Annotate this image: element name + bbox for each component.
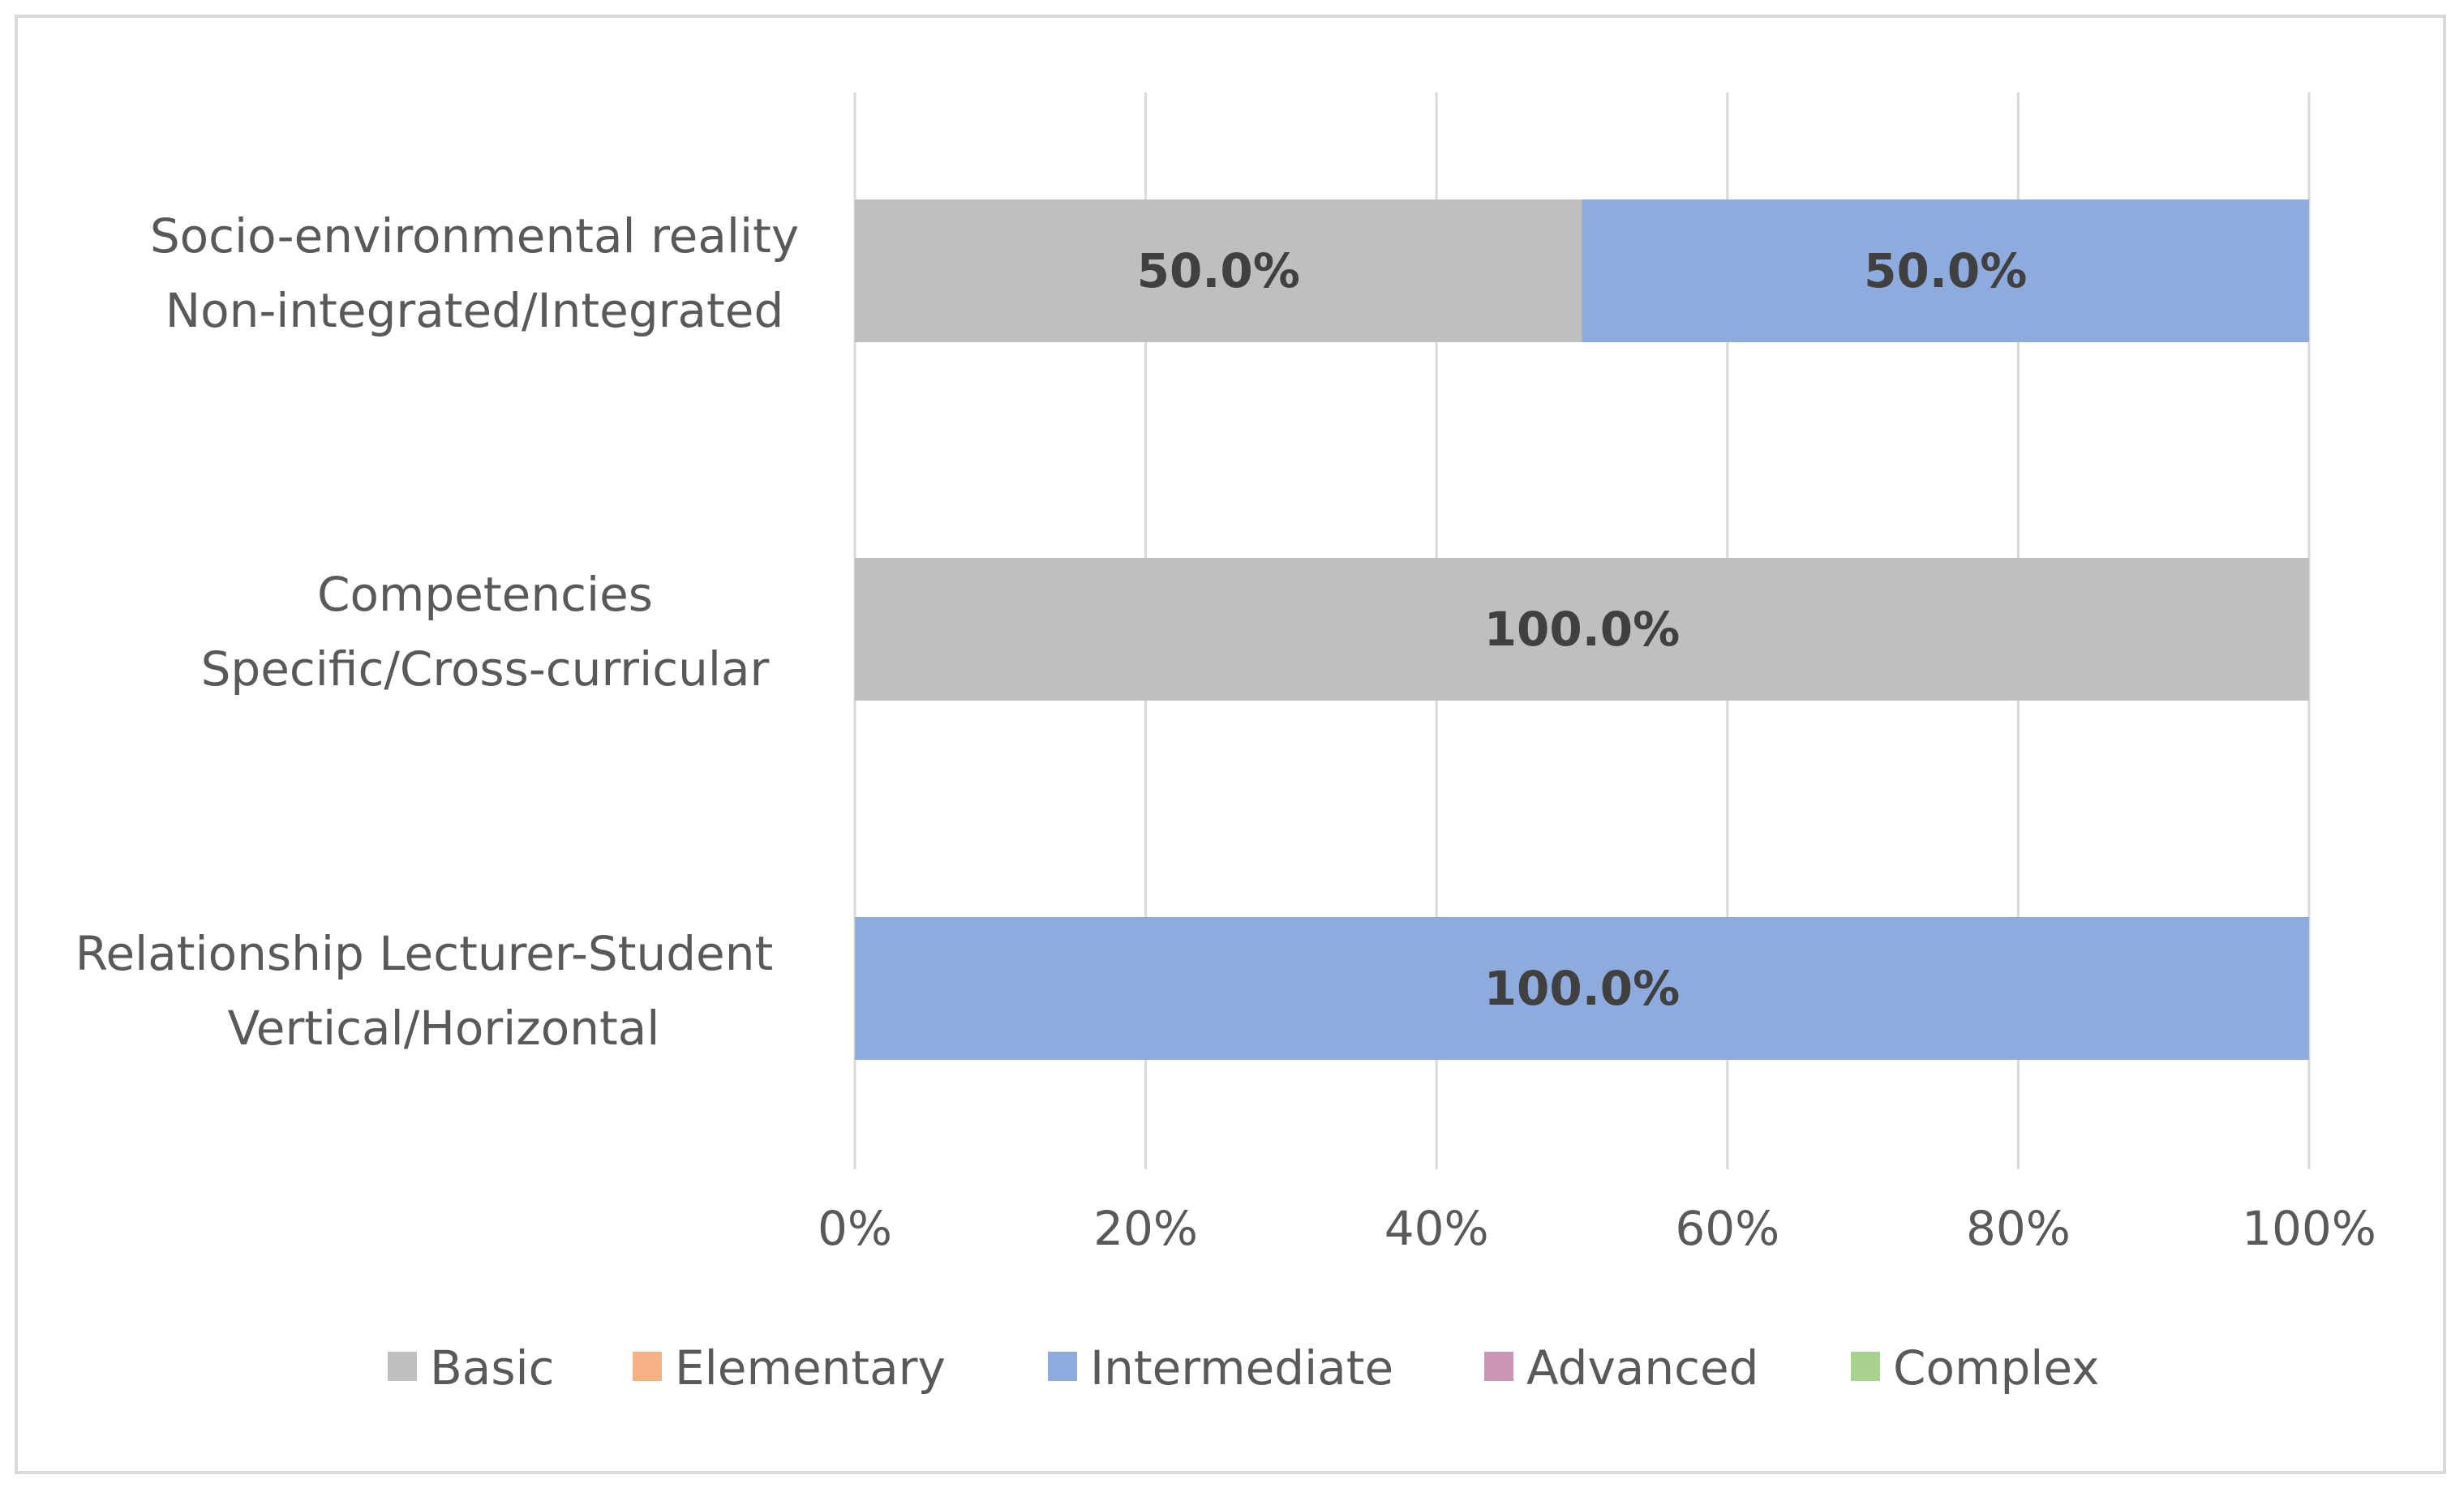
category-label: Non-integrated/Integrated: [165, 283, 784, 338]
data-labels: 50.0% 50.0% 100.0% 100.0%: [1137, 243, 2028, 1016]
category-label: Socio-environmental reality: [150, 208, 799, 264]
x-tick-label: 40%: [1384, 1201, 1489, 1256]
x-tick-label: 100%: [2242, 1201, 2376, 1256]
category-label: Vertical/Horizontal: [228, 1001, 660, 1056]
data-label: 100.0%: [1484, 602, 1681, 657]
bar-segment-intermediate: [855, 917, 2309, 1060]
x-tick-label: 20%: [1093, 1201, 1198, 1256]
legend-label: Advanced: [1526, 1340, 1759, 1396]
legend: Basic Elementary Intermediate Advanced Compl…: [388, 1340, 2099, 1396]
legend-label: Elementary: [675, 1340, 946, 1396]
legend-label: Basic: [430, 1340, 555, 1396]
legend-label: Intermediate: [1090, 1340, 1393, 1396]
category-label: Competencies: [317, 567, 653, 622]
stacked-bar-chart: 50.0% 50.0% 100.0% 100.0% Socio-environment…: [75, 92, 2376, 1396]
category-label: Relationship Lecturer-Student: [75, 926, 773, 981]
bar-segment-basic: [855, 558, 2309, 701]
chart-frame: 50.0% 50.0% 100.0% 100.0% Socio-environment…: [15, 15, 2446, 1474]
bars: [855, 199, 2309, 1060]
data-label: 100.0%: [1484, 961, 1681, 1016]
legend-swatch-intermediate: [1048, 1352, 1077, 1381]
x-tick-labels: 0% 20% 40% 60% 80% 100%: [818, 1201, 2376, 1256]
legend-swatch-elementary: [633, 1352, 662, 1381]
legend-swatch-advanced: [1484, 1352, 1513, 1381]
x-tick-label: 80%: [1966, 1201, 2071, 1256]
data-label: 50.0%: [1137, 243, 1300, 298]
legend-label: Complex: [1893, 1340, 2099, 1396]
legend-swatch-complex: [1851, 1352, 1880, 1381]
category-labels: Socio-environmental reality Non-integrate…: [75, 208, 799, 1056]
x-tick-label: 60%: [1675, 1201, 1779, 1256]
x-tick-label: 0%: [818, 1201, 892, 1256]
bar-segment-intermediate: [1582, 199, 2309, 342]
legend-swatch-basic: [388, 1352, 417, 1381]
category-label: Specific/Cross-curricular: [201, 641, 770, 697]
data-label: 50.0%: [1864, 243, 2027, 298]
bar-segment-basic: [855, 199, 1582, 342]
